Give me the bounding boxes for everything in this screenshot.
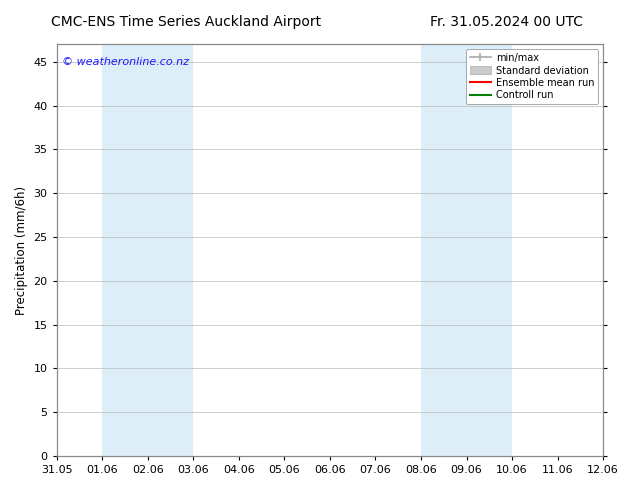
Text: CMC-ENS Time Series Auckland Airport: CMC-ENS Time Series Auckland Airport xyxy=(51,15,321,29)
Bar xyxy=(421,45,512,456)
Bar xyxy=(102,45,193,456)
Legend: min/max, Standard deviation, Ensemble mean run, Controll run: min/max, Standard deviation, Ensemble me… xyxy=(466,49,598,104)
Text: © weatheronline.co.nz: © weatheronline.co.nz xyxy=(62,57,189,67)
Y-axis label: Precipitation (mm/6h): Precipitation (mm/6h) xyxy=(15,186,28,315)
Text: Fr. 31.05.2024 00 UTC: Fr. 31.05.2024 00 UTC xyxy=(430,15,583,29)
